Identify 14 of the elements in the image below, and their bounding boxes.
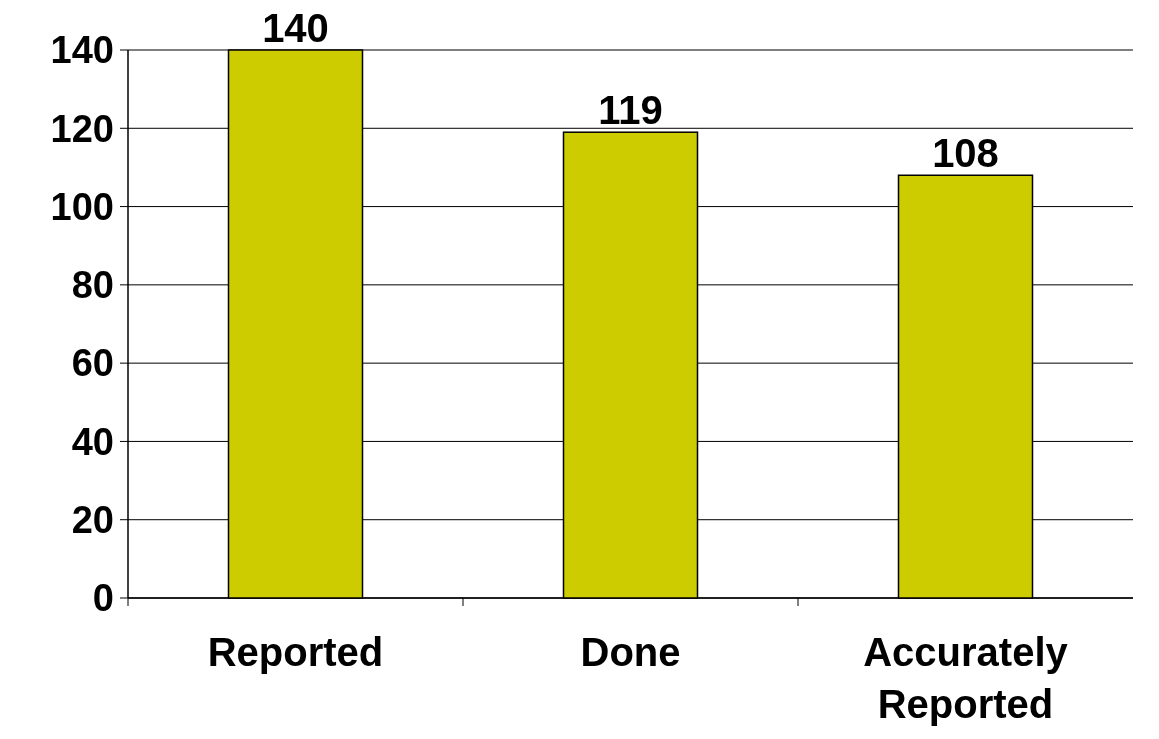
x-tick-label: Reported	[207, 630, 384, 674]
y-tick-label: 80	[71, 264, 114, 307]
x-tick-label: Done	[580, 630, 681, 674]
y-tick-label: 120	[50, 107, 114, 150]
data-label: 140	[262, 6, 329, 50]
data-label: 108	[932, 131, 999, 176]
y-tick-label: 100	[50, 185, 114, 228]
y-tick-label: 140	[50, 29, 114, 72]
y-tick-label: 0	[92, 577, 114, 620]
y-tick-label: 40	[71, 420, 114, 463]
y-tick-label: 20	[71, 499, 114, 542]
y-tick-label: 60	[71, 342, 114, 385]
data-label: 119	[598, 88, 663, 133]
x-tick-label: Accurately Reported	[863, 630, 1069, 726]
